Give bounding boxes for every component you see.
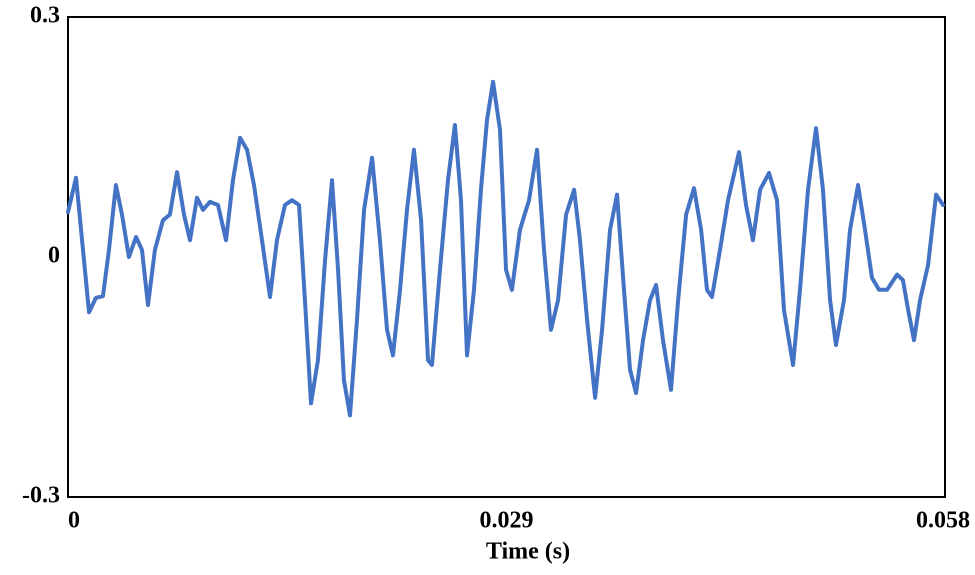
x-tick-label: 0.058 [916, 508, 970, 534]
y-tick-label: 0.3 [30, 3, 60, 29]
x-tick-label: 0 [68, 508, 80, 534]
y-tick-label: -0.3 [22, 483, 60, 509]
data-line [66, 79, 946, 418]
x-axis-label: Time (s) [486, 539, 570, 565]
plot-frame [67, 16, 946, 498]
y-tick-label: 0 [48, 243, 60, 269]
x-tick-label: 0.029 [480, 508, 534, 534]
